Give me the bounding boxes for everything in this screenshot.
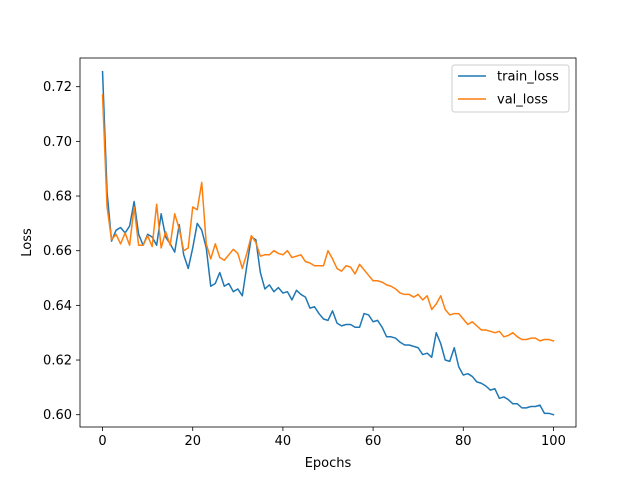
x-tick-label: 20 xyxy=(184,434,201,449)
legend-label-val-loss: val_loss xyxy=(497,93,548,108)
y-tick-label: 0.70 xyxy=(43,135,72,150)
x-tick-label: 100 xyxy=(541,434,566,449)
y-axis: 0.60 0.62 0.64 0.66 0.68 0.70 0.72 xyxy=(43,80,80,423)
x-axis: 0 20 40 60 80 100 xyxy=(98,427,566,449)
x-tick-label: 0 xyxy=(98,434,106,449)
legend-label-train-loss: train_loss xyxy=(497,70,559,85)
y-tick-label: 0.64 xyxy=(43,299,72,314)
series-layer xyxy=(101,70,555,416)
plot-frame xyxy=(79,57,577,428)
legend: train_loss val_loss xyxy=(451,64,570,113)
x-tick-label: 80 xyxy=(455,434,472,449)
y-tick-label: 0.60 xyxy=(43,408,72,423)
x-tick-label: 40 xyxy=(275,434,292,449)
y-tick-label: 0.66 xyxy=(43,244,72,259)
y-tick-label: 0.62 xyxy=(43,354,72,369)
y-tick-label: 0.72 xyxy=(43,80,72,95)
series-line-train-loss xyxy=(101,70,555,416)
y-axis-label: Loss xyxy=(20,228,35,257)
x-axis-label: Epochs xyxy=(305,456,352,471)
x-tick-label: 60 xyxy=(365,434,382,449)
series-line-val-loss xyxy=(101,94,555,342)
y-tick-label: 0.68 xyxy=(43,190,72,205)
